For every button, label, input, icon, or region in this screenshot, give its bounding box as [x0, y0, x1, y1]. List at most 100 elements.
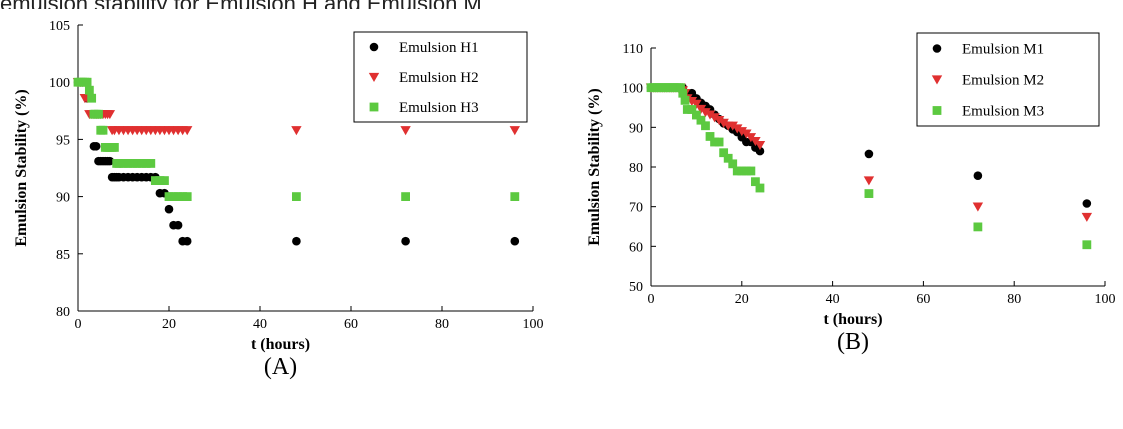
- data-point: [741, 166, 751, 176]
- x-axis-title: t (hours): [823, 311, 882, 328]
- data-point: [678, 88, 688, 98]
- chart-panel-a: 0 20 40 60 80 100 80 85 90 95 100 105 t (hours) Emuls…: [13, 19, 544, 380]
- y-tick-label: 100: [49, 76, 70, 91]
- data-point: [719, 148, 729, 158]
- y-tick-label: 110: [623, 42, 643, 57]
- x-tick-label: 40: [826, 292, 840, 307]
- data-point: [682, 105, 692, 114]
- data-point: [1081, 212, 1093, 222]
- data-point: [1082, 199, 1092, 208]
- data-point: [146, 159, 156, 168]
- data-point: [169, 192, 178, 201]
- series-m3: [646, 83, 1092, 250]
- x-tick-label: 60: [916, 292, 930, 307]
- legend: Emulsion H1 Emulsion H2 Emulsion H3: [353, 31, 528, 123]
- x-tick-label: 60: [344, 317, 358, 332]
- data-point: [510, 236, 520, 246]
- data-point: [173, 192, 183, 201]
- data-point: [709, 113, 720, 123]
- y-axis-title: Emulsion Stability (%): [586, 88, 603, 245]
- data-point: [164, 192, 174, 201]
- data-point: [291, 126, 302, 136]
- data-point: [732, 166, 742, 176]
- data-point: [182, 192, 192, 201]
- y-tick-label: 50: [629, 280, 643, 295]
- x-tick-label: 100: [523, 317, 544, 332]
- data-point: [155, 176, 165, 185]
- x-tick-label: 40: [253, 317, 267, 332]
- y-axis-title: Emulsion Stability (%): [13, 89, 30, 246]
- y-tick-label: 90: [629, 121, 643, 136]
- data-point: [701, 121, 710, 131]
- series-h3: [73, 77, 520, 201]
- y-tick-label: 85: [56, 248, 70, 263]
- y-tick-label: 60: [629, 240, 643, 255]
- data-point: [680, 95, 690, 105]
- data-point: [401, 192, 410, 201]
- legend-marker: [369, 42, 379, 52]
- legend-marker: [368, 72, 380, 82]
- data-point: [178, 192, 188, 201]
- data-point: [182, 126, 193, 136]
- legend-box: [353, 31, 528, 123]
- legend-label: Emulsion H1: [399, 40, 479, 56]
- data-point: [82, 77, 92, 87]
- data-point: [104, 110, 116, 120]
- data-point: [973, 222, 983, 232]
- y-tick-label: 80: [56, 305, 70, 320]
- data-point: [114, 159, 124, 168]
- y-tick-label: 70: [629, 201, 643, 216]
- data-point: [973, 171, 983, 181]
- legend-label: Emulsion M3: [962, 104, 1044, 120]
- data-point: [692, 110, 701, 120]
- data-point: [132, 159, 142, 168]
- legend-marker: [932, 106, 942, 115]
- x-tick-label: 0: [75, 317, 82, 332]
- data-point: [754, 141, 766, 151]
- x-axis-title: t (hours): [251, 336, 310, 353]
- data-point: [141, 159, 151, 168]
- legend-marker: [932, 44, 942, 53]
- data-point: [972, 202, 984, 212]
- data-point: [105, 156, 115, 166]
- chart-panel-b: 0 20 40 60 80 100 50 60 70 80 90 100 110 t (hours) Emu…: [586, 32, 1116, 355]
- legend-box: [916, 32, 1100, 127]
- data-point: [864, 189, 874, 198]
- y-tick-label: 95: [56, 133, 70, 148]
- data-point: [400, 126, 411, 136]
- data-point: [160, 176, 169, 185]
- data-point: [691, 99, 702, 109]
- data-point: [705, 132, 715, 141]
- legend-label: Emulsion M2: [962, 73, 1044, 89]
- data-point: [123, 159, 133, 168]
- data-point: [687, 105, 697, 114]
- data-point: [91, 141, 101, 151]
- legend: Emulsion M1 Emulsion M2 Emulsion M3: [916, 32, 1100, 127]
- figure-caption-fragment: emulsion stability for Emulsion H and Em…: [0, 0, 1123, 9]
- data-point: [714, 137, 724, 147]
- data-point: [736, 127, 747, 137]
- y-tick-label: 90: [56, 191, 70, 206]
- data-point: [751, 177, 760, 187]
- data-point: [755, 146, 765, 156]
- data-point: [755, 183, 765, 193]
- data-point: [732, 124, 743, 134]
- x-tick-label: 100: [1095, 292, 1116, 307]
- legend-marker: [369, 102, 379, 112]
- x-tick-label: 80: [1007, 292, 1021, 307]
- legend-label: Emulsion H2: [399, 70, 479, 86]
- data-point: [510, 192, 520, 201]
- data-point: [1082, 240, 1092, 250]
- data-point: [696, 115, 706, 125]
- data-point: [704, 110, 716, 120]
- data-point: [727, 121, 738, 131]
- x-tick-label: 20: [162, 317, 176, 332]
- data-point: [119, 159, 128, 168]
- data-point: [710, 137, 719, 147]
- data-point: [863, 176, 875, 186]
- data-point: [401, 236, 410, 246]
- data-point: [110, 143, 119, 152]
- data-point: [509, 126, 520, 136]
- x-tick-label: 0: [648, 292, 655, 307]
- panel-label: (A): [264, 354, 297, 380]
